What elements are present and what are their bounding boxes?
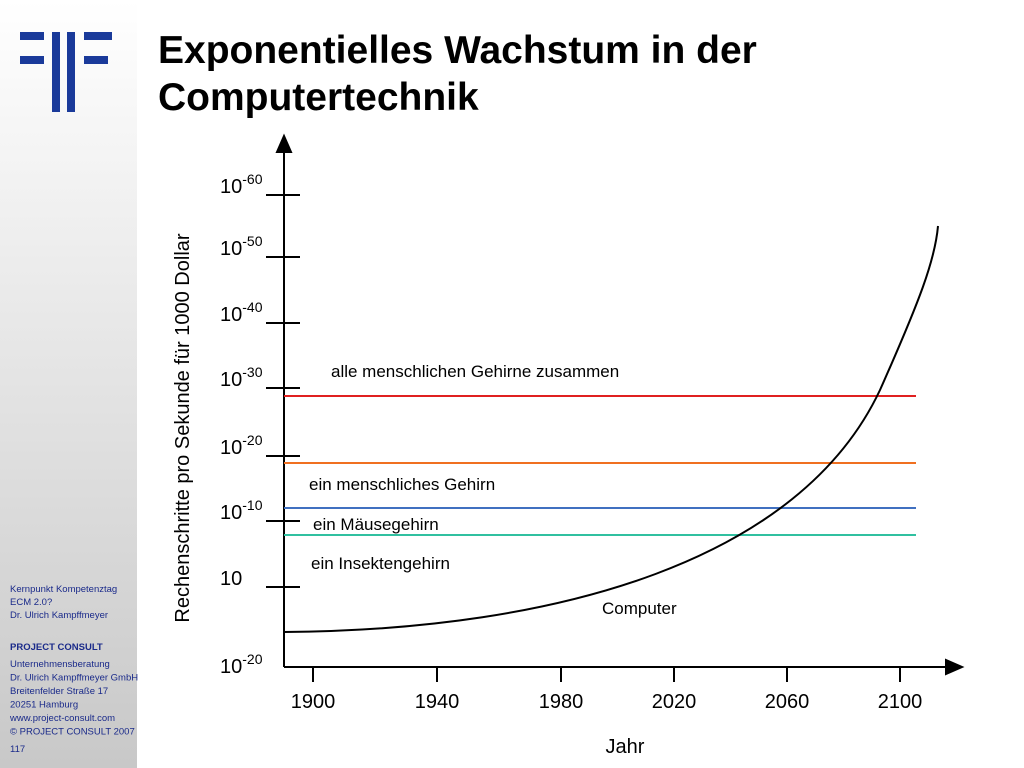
tick-base: 10 [220,304,242,326]
tick-exponent: -20 [242,432,262,448]
sidebar-text: www.project-consult.com [9,713,115,724]
sidebar-text: © PROJECT CONSULT 2007 [10,727,135,738]
y-tick-label: 10 [220,568,242,590]
y-tick-label: 10-50 [220,233,263,260]
tick-exponent: -30 [242,364,262,380]
x-axis-label: Jahr [606,736,645,758]
tick-base: 10 [220,502,242,524]
tick-exponent: -10 [242,497,262,513]
sidebar-text: Dr. Ulrich Kampffmeyer GmbH [10,673,138,684]
axes [275,133,965,676]
sidebar-text: Unternehmensberatung [10,659,110,670]
tick-exponent: -50 [242,233,262,249]
y-tick-label: 10-60 [220,171,263,198]
level-label: alle menschlichen Gehirne zusammen [331,362,619,381]
tick-base: 10 [220,238,242,260]
x-tick-label: 2020 [652,691,697,713]
sidebar-text: Breitenfelder Straße 17 [10,686,108,697]
x-tick-label: 1980 [539,691,584,713]
tick-exponent: -60 [242,171,262,187]
sidebar-text: Kernpunkt Kompetenztag [10,584,117,595]
tick-base: 10 [220,568,242,590]
tick-exponent: -20 [242,651,262,667]
y-tick-label: 10-20 [220,651,263,678]
title: Exponentielles Wachstum in der [158,29,757,72]
title: Computertechnik [158,76,479,119]
tick-base: 10 [220,437,242,459]
y-tick-label: 10-40 [220,299,263,326]
sidebar-text: ECM 2.0? [10,597,52,608]
tick-base: 10 [220,176,242,198]
curve-label: Computer [602,599,677,618]
y-tick-label: 10-20 [220,432,263,459]
y-tick-label: 10-30 [220,364,263,391]
x-tick-label: 1940 [415,691,460,713]
tick-exponent: -40 [242,299,262,315]
y-tick-label: 10-10 [220,497,263,524]
page-number: 117 [10,744,25,755]
x-tick-label: 2060 [765,691,810,713]
y-axis-label: Rechenschritte pro Sekunde für 1000 Doll… [172,233,194,622]
company-name: PROJECT CONSULT [10,642,103,653]
x-tick-label: 1900 [291,691,336,713]
x-tick-label: 2100 [878,691,923,713]
tick-base: 10 [220,369,242,391]
sidebar-text: 20251 Hamburg [10,700,78,711]
tick-base: 10 [220,656,242,678]
sidebar-text: Dr. Ulrich Kampffmeyer [10,610,108,621]
level-label: ein Mäusegehirn [313,515,439,534]
level-label: ein Insektengehirn [311,554,450,573]
level-label: ein menschliches Gehirn [309,475,495,494]
sidebar [0,0,137,768]
logo [20,32,112,112]
